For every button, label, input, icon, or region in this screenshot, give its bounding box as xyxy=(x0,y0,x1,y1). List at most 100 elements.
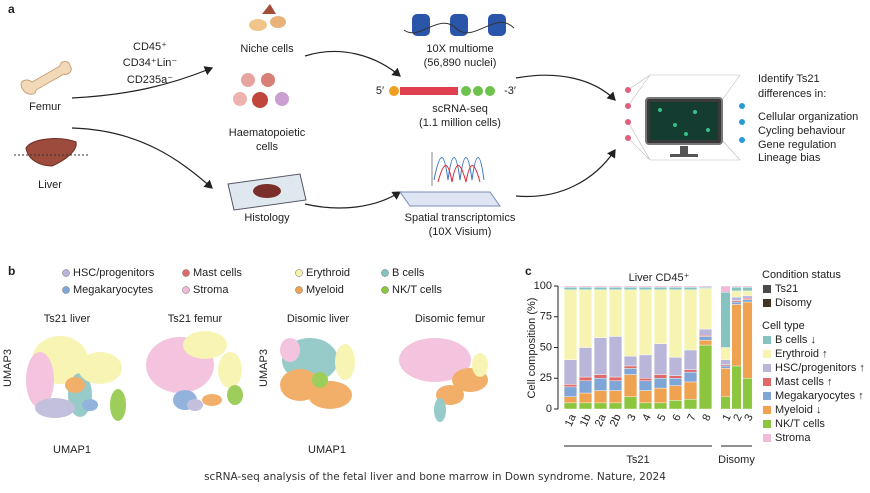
marker-label: CD45⁺ xyxy=(133,41,167,53)
legend-label: Mast cells ↑ xyxy=(775,376,832,388)
y-axis-label: Cell composition (%) xyxy=(526,298,538,399)
legend-label: Erythroid xyxy=(306,267,350,279)
bar-segment xyxy=(578,289,593,348)
arrow xyxy=(515,74,616,101)
umap-cluster xyxy=(280,338,300,362)
umap-cluster xyxy=(472,353,488,377)
legend-title: Condition status xyxy=(762,269,841,281)
histology-label: Histology xyxy=(244,212,290,224)
bar-segment xyxy=(593,378,608,391)
bar-segment xyxy=(623,355,638,367)
panel-label: a xyxy=(8,2,15,16)
x-tick-label: 1a xyxy=(563,412,579,429)
bar-segment xyxy=(668,378,683,386)
x-tick-label: 2 xyxy=(731,412,744,423)
bar-segment xyxy=(720,291,731,348)
legend-label: B cells ↓ xyxy=(775,334,816,346)
bar-segment xyxy=(608,402,623,410)
bar-segment xyxy=(742,285,753,288)
bar-segment xyxy=(668,287,683,290)
bar-segment xyxy=(731,287,742,292)
umap-cluster xyxy=(308,381,352,409)
y-tick-label: 0 xyxy=(546,403,552,415)
bar-segment xyxy=(731,365,742,410)
marker-label: CD34⁺Lin⁻ xyxy=(123,57,178,69)
bar-segment xyxy=(683,287,698,290)
legend-swatch xyxy=(763,434,771,442)
umap-cluster xyxy=(202,394,222,406)
legend-swatch xyxy=(763,406,771,414)
bar-segment xyxy=(608,287,623,290)
bar-segment xyxy=(638,287,653,290)
panel-label: b xyxy=(8,264,15,278)
bar-segment xyxy=(720,365,731,369)
bar-segment xyxy=(623,368,638,375)
bar-segment xyxy=(623,374,638,397)
bar-segment xyxy=(563,287,578,290)
arrow xyxy=(71,127,213,189)
bar-segment xyxy=(720,347,731,361)
legend-swatch xyxy=(381,286,389,294)
legend-label: HSC/progenitors ↑ xyxy=(775,362,865,374)
bar-segment xyxy=(731,290,742,298)
spatial-icon xyxy=(399,152,501,207)
bar-segment xyxy=(593,374,608,379)
umap-plots xyxy=(26,331,488,422)
scrna-label: scRNA-seq xyxy=(432,103,488,115)
legend-label: Megakaryocytes xyxy=(73,284,154,296)
bar-segment xyxy=(683,289,698,351)
legend-label: Megakaryocytes ↑ xyxy=(775,390,864,402)
chart-title: Liver CD45⁺ xyxy=(629,272,690,284)
bar-segment xyxy=(578,392,593,404)
multiome-label: (56,890 nuclei) xyxy=(424,57,497,69)
bar-segment xyxy=(720,396,731,410)
spatial-label: (10X Visium) xyxy=(429,226,492,238)
y-tick-label: 50 xyxy=(540,341,552,353)
legend-label: Stroma xyxy=(193,284,229,296)
legend-swatch xyxy=(381,269,389,277)
femur-label: Femur xyxy=(29,101,61,113)
caption: scRNA-seq analysis of the fetal liver an… xyxy=(204,471,666,483)
multiome-label: 10X multiome xyxy=(426,43,493,55)
difference-item: Gene regulation xyxy=(758,139,836,151)
prime-label: 5′ xyxy=(376,85,384,97)
umap-cluster xyxy=(227,385,243,405)
arrow xyxy=(515,149,616,198)
y-tick-label: 25 xyxy=(540,372,552,384)
legend-swatch xyxy=(763,336,771,344)
bar-segment xyxy=(593,289,608,338)
legend-label: Disomy xyxy=(775,297,812,309)
umap-cluster xyxy=(110,389,126,421)
bar-segment xyxy=(742,287,753,292)
arrow xyxy=(304,191,402,209)
bar-segment xyxy=(563,402,578,410)
bar-segment xyxy=(720,285,731,293)
bar-segment xyxy=(563,285,578,288)
umap-axis: UMAP1 xyxy=(53,444,91,456)
niche-label: Niche cells xyxy=(240,43,294,55)
x-tick-label: 3 xyxy=(625,412,638,423)
umap-cluster xyxy=(82,399,98,411)
legend-label: Myeloid xyxy=(306,284,344,296)
bar-segment xyxy=(638,390,653,404)
bar-segment xyxy=(608,336,623,378)
bar-segment xyxy=(638,402,653,410)
legend-label: NK/T cells xyxy=(775,418,825,430)
umap-title: Ts21 femur xyxy=(168,313,223,325)
bar-segment xyxy=(742,290,753,297)
legend-swatch xyxy=(763,420,771,428)
network-icon xyxy=(625,74,745,161)
femur-icon xyxy=(20,61,72,95)
legend-label: HSC/progenitors xyxy=(73,267,155,279)
bar-segment xyxy=(623,396,638,410)
legend-swatch xyxy=(182,286,190,294)
scrna-label: (1.1 million cells) xyxy=(419,117,501,129)
bar-segment xyxy=(668,285,683,288)
scrna-icon xyxy=(389,86,495,96)
marker-label: CD235a⁻ xyxy=(127,74,173,86)
bar-segment xyxy=(668,375,683,379)
legend-swatch xyxy=(763,350,771,358)
y-tick-label: 75 xyxy=(540,311,552,323)
bar-segment xyxy=(593,287,608,290)
bar-segment xyxy=(653,387,668,404)
